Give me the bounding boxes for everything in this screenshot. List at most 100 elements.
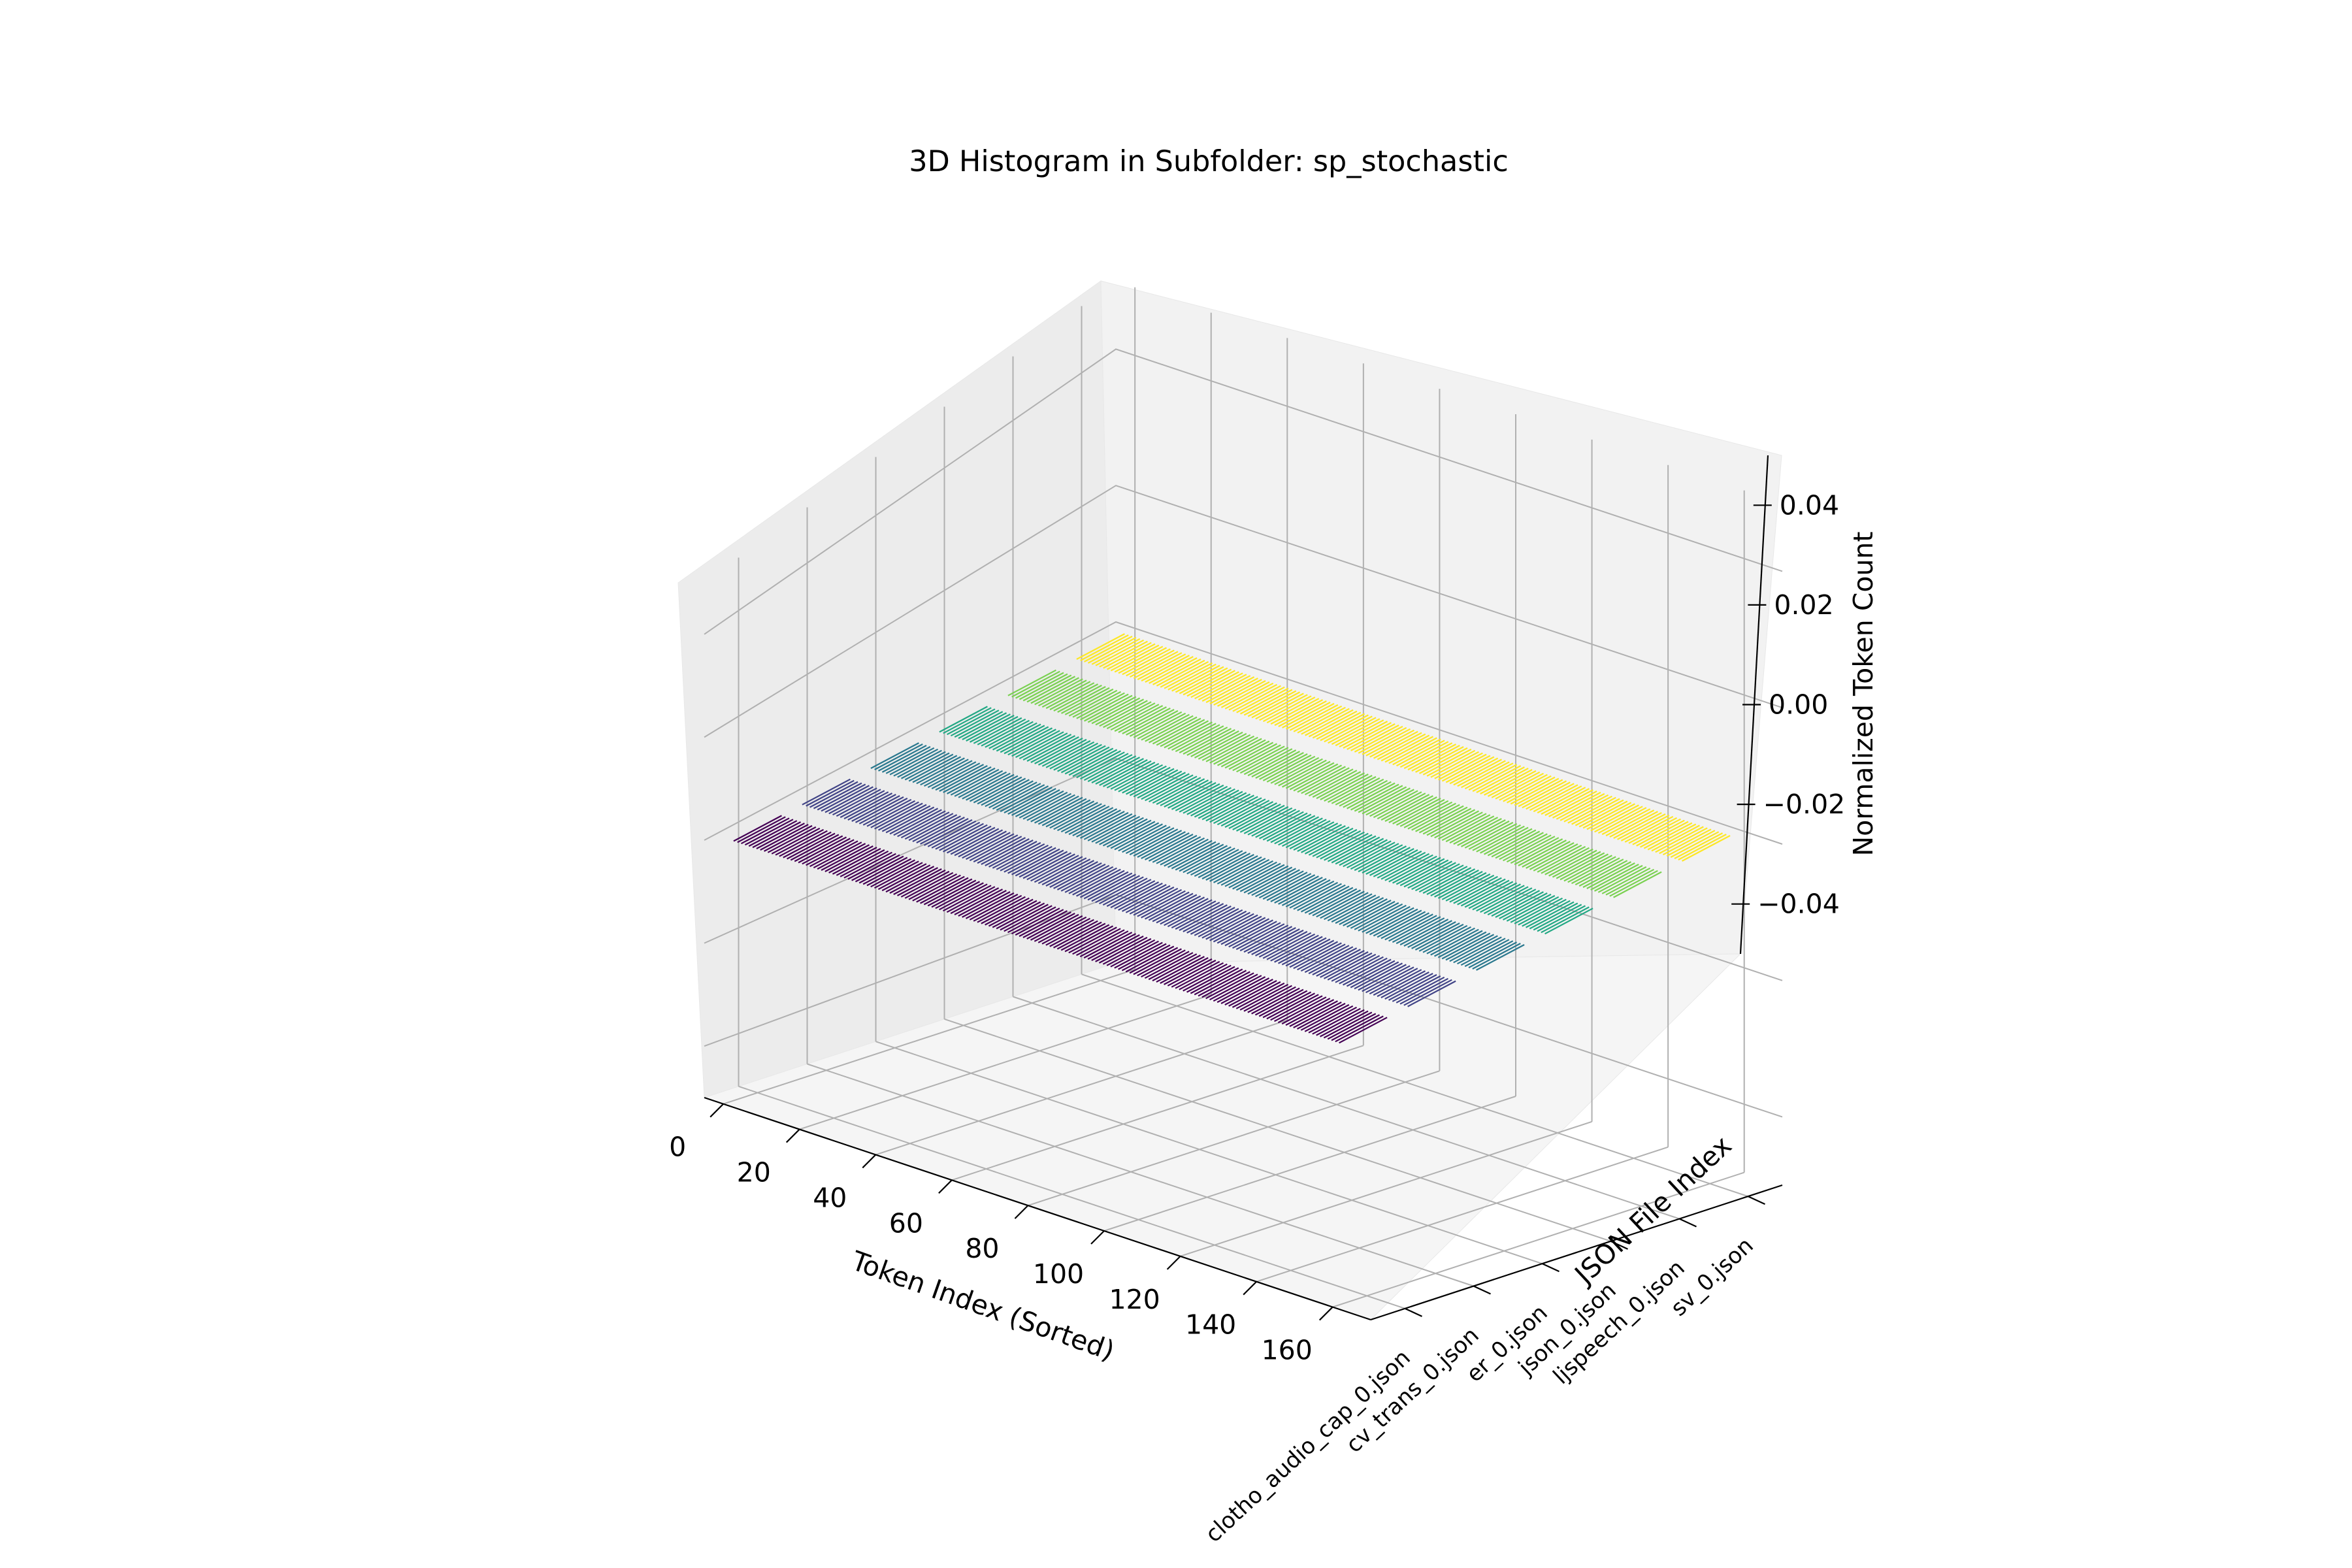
bar: [1239, 983, 1289, 1011]
bar: [1160, 661, 1209, 688]
bar: [1537, 787, 1586, 814]
bar: [1472, 943, 1521, 970]
bar: [1350, 783, 1399, 811]
x-tick-label: 60: [889, 1207, 923, 1239]
bar: [1148, 776, 1198, 803]
x-tick-label: 80: [965, 1233, 999, 1264]
bar: [1064, 807, 1114, 834]
bar: [1449, 875, 1498, 903]
bar-series: [733, 815, 1388, 1044]
bar: [1114, 705, 1164, 732]
bar: [1594, 806, 1643, 833]
bar: [973, 717, 1022, 744]
bar: [836, 790, 885, 817]
bar: [1327, 953, 1377, 981]
bar: [1491, 890, 1541, 917]
bar: [1026, 913, 1075, 939]
bar: [1659, 827, 1708, 855]
bar: [1228, 861, 1277, 889]
bar: [1396, 976, 1445, 1004]
bar: [1328, 717, 1377, 744]
floor-gridline-x: [799, 994, 1212, 1130]
floor-gridline-y: [944, 1018, 1611, 1242]
bar: [1605, 868, 1655, 896]
y-axis-line: [1370, 1184, 1783, 1321]
bar: [1121, 885, 1171, 912]
y-tick: [1542, 1263, 1560, 1273]
bar: [1270, 994, 1319, 1021]
bar: [1285, 702, 1335, 730]
bar: [1662, 828, 1712, 856]
bar: [1122, 708, 1171, 734]
bar: [927, 879, 977, 907]
bar: [896, 869, 946, 896]
bar: [1297, 943, 1346, 971]
bar: [1213, 797, 1262, 825]
bar: [1129, 828, 1179, 856]
bar: [1125, 827, 1175, 855]
bar: [900, 752, 950, 779]
bar: [1030, 855, 1079, 882]
bar: [1377, 970, 1426, 998]
bar: [836, 849, 885, 876]
bar: [1399, 800, 1449, 827]
bar: [1064, 747, 1114, 775]
bar: [1362, 728, 1411, 755]
bar: [1457, 878, 1506, 906]
bar: [1495, 891, 1544, 918]
bar: [985, 840, 1034, 866]
bar: [950, 887, 1000, 915]
bar: [1358, 964, 1407, 991]
bar: [1254, 929, 1304, 956]
bar: [1380, 794, 1430, 821]
bar: [939, 824, 988, 851]
bar: [1037, 679, 1087, 707]
bar: [1365, 848, 1414, 875]
bar: [1514, 779, 1563, 806]
bar: [931, 821, 981, 849]
bar: [1049, 742, 1098, 770]
bar: [1102, 938, 1152, 965]
bar: [1000, 785, 1049, 813]
bar: [1373, 791, 1422, 819]
bar: [1449, 817, 1499, 844]
bar: [1102, 760, 1152, 787]
bar: [1186, 729, 1235, 756]
bar: [1327, 835, 1377, 862]
bar: [806, 839, 855, 866]
bar: [1518, 780, 1567, 808]
bar: [1030, 913, 1079, 941]
bar: [1141, 655, 1190, 682]
bar: [1347, 841, 1396, 869]
bar: [1201, 675, 1251, 702]
bar: [996, 784, 1045, 811]
bar: [1164, 721, 1213, 749]
y-tick: [1405, 1307, 1422, 1317]
bar: [1308, 770, 1358, 797]
bar: [1274, 936, 1323, 963]
bar: [985, 780, 1034, 808]
bar: [1510, 777, 1560, 805]
bar: [1129, 651, 1179, 678]
x-tick: [1243, 1281, 1257, 1296]
bar: [832, 789, 881, 816]
bar: [966, 774, 1015, 801]
bar: [1358, 845, 1407, 873]
bar: [1022, 674, 1072, 702]
bar: [1205, 735, 1255, 762]
bar: [988, 840, 1037, 868]
bar: [813, 782, 862, 809]
bar: [1224, 682, 1274, 710]
bar: [1563, 795, 1612, 823]
bar: [1365, 789, 1414, 816]
bar: [1125, 768, 1175, 795]
bar: [1144, 892, 1194, 920]
bar: [1251, 809, 1300, 837]
bar: [1037, 916, 1087, 943]
bar: [1624, 815, 1674, 843]
bar: [1384, 854, 1433, 881]
bar: [935, 764, 985, 791]
bar: [1548, 849, 1597, 877]
x-tick-label: 100: [1033, 1258, 1084, 1290]
bar: [1430, 928, 1479, 956]
